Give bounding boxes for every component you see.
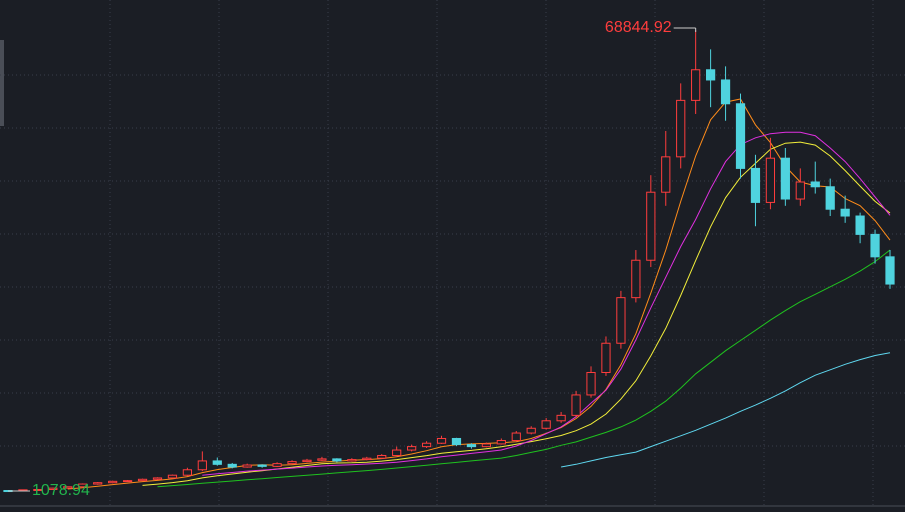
candle-body	[377, 454, 387, 459]
moving-average-line	[157, 249, 891, 488]
candle-body	[93, 482, 103, 485]
candle-body	[287, 461, 297, 465]
candle-body	[407, 446, 417, 451]
candle-body	[302, 459, 312, 463]
candle-body	[661, 156, 671, 193]
candle-body	[481, 443, 491, 448]
candle-body	[392, 449, 402, 456]
candle-body	[556, 414, 566, 422]
candle-body	[601, 342, 611, 373]
candle-body	[571, 394, 581, 416]
candle-body	[48, 487, 58, 490]
moving-average-line	[202, 131, 891, 476]
candle-body	[705, 69, 716, 81]
candle-body	[526, 427, 536, 434]
candle-body	[227, 463, 237, 468]
candle-body	[347, 459, 357, 462]
candle-body	[332, 458, 342, 462]
candle-body	[362, 457, 372, 461]
candle-body	[885, 256, 895, 285]
candle-body	[631, 259, 641, 299]
candle-body	[197, 460, 207, 471]
scroll-indicator	[0, 40, 4, 126]
candle-body	[212, 460, 222, 465]
candle-body	[810, 181, 820, 188]
candle-body	[840, 208, 850, 217]
candle-body	[765, 157, 776, 203]
max-label: 68844.92	[605, 19, 672, 36]
min-label: 1078.94	[32, 482, 90, 499]
candle-body	[182, 469, 193, 476]
candle-body	[825, 186, 835, 210]
candle-body	[257, 464, 267, 467]
candle-body	[750, 167, 761, 203]
candle-body	[780, 157, 790, 200]
candle-body	[317, 458, 327, 461]
candle-body	[646, 191, 656, 261]
candle-body	[167, 474, 178, 479]
candle-body	[870, 233, 880, 258]
candle-body	[78, 483, 88, 488]
candle-body	[855, 215, 865, 235]
candle-body	[63, 486, 73, 489]
candle-body	[511, 432, 521, 442]
candle-body	[496, 440, 506, 445]
candle-body	[720, 79, 731, 105]
candle-body	[421, 442, 432, 448]
candle-body	[272, 463, 282, 467]
candle-body	[616, 297, 626, 344]
candle-body	[152, 477, 163, 480]
candle-body	[541, 420, 551, 429]
candle-body	[451, 437, 462, 446]
candle-body	[586, 371, 596, 396]
moving-average-line	[561, 352, 891, 468]
candle-body	[33, 488, 43, 491]
candle-body	[122, 480, 133, 483]
candle-body	[242, 464, 252, 468]
candle-body	[691, 69, 701, 101]
candle-body	[795, 181, 805, 200]
candle-body	[137, 478, 148, 482]
candle-body	[108, 480, 118, 484]
moving-average-line	[67, 98, 891, 490]
candle-body	[436, 437, 447, 444]
candle-body	[735, 103, 746, 169]
candle-body	[676, 99, 686, 158]
candle-body	[466, 444, 477, 448]
